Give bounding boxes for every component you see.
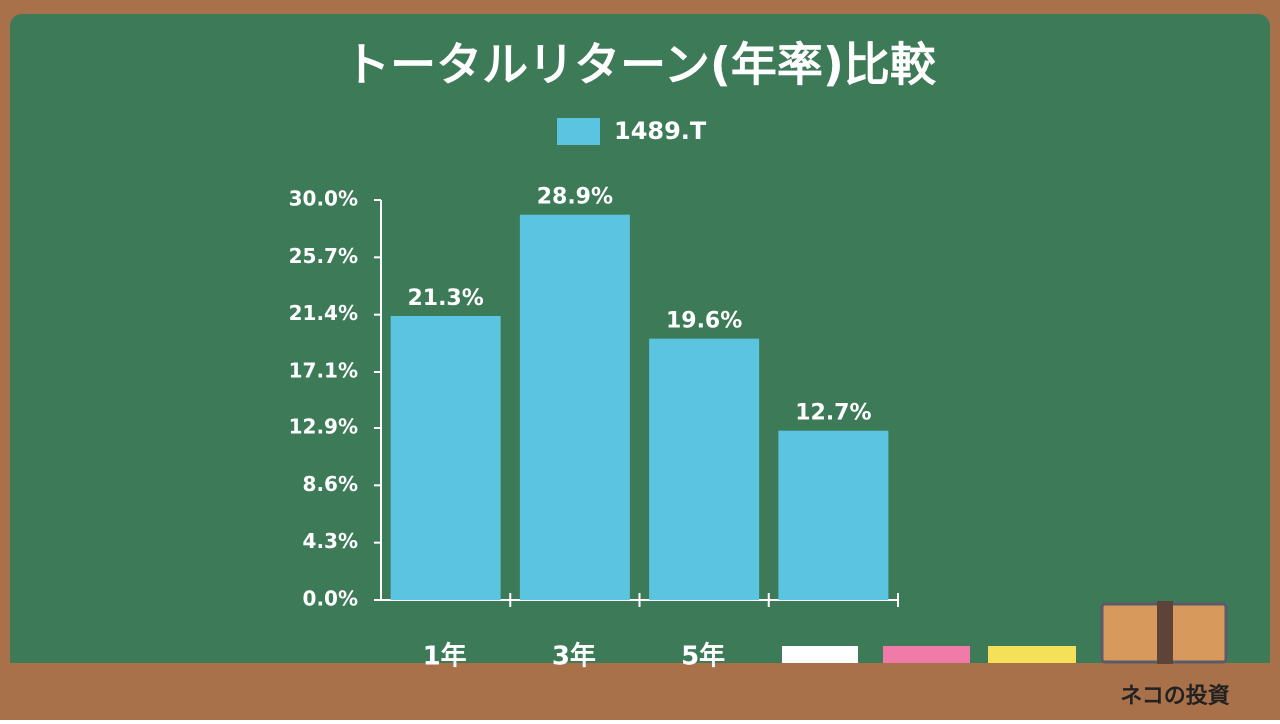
y-tick-label: 12.9% bbox=[289, 415, 358, 439]
y-tick-label: 0.0% bbox=[303, 587, 358, 611]
data-label: 19.6% bbox=[666, 309, 742, 334]
y-tick-label: 25.7% bbox=[289, 244, 358, 268]
eraser-band bbox=[1157, 601, 1173, 664]
data-label: 21.3% bbox=[407, 286, 483, 311]
chalk-yellow bbox=[988, 646, 1076, 663]
watermark: ネコの投資 bbox=[1120, 683, 1230, 709]
x-tick-label: 5年 bbox=[681, 641, 725, 672]
y-tick-label: 8.6% bbox=[303, 472, 358, 496]
y-tick-label: 30.0% bbox=[289, 187, 358, 211]
bar bbox=[649, 338, 760, 600]
y-tick-label: 4.3% bbox=[303, 529, 358, 553]
x-tick-label: 1年 bbox=[423, 641, 467, 672]
chart-title: トータルリターン(年率)比較 bbox=[344, 38, 937, 92]
y-tick-label: 21.4% bbox=[289, 301, 358, 325]
data-label: 12.7% bbox=[795, 401, 871, 426]
chalk-white bbox=[782, 646, 858, 663]
legend-label: 1489.T bbox=[614, 117, 707, 145]
board bbox=[10, 14, 1270, 694]
y-tick-label: 17.1% bbox=[289, 359, 358, 383]
bar bbox=[519, 214, 630, 600]
chalk-pink bbox=[883, 646, 970, 663]
bar bbox=[778, 430, 889, 600]
x-tick-label: 3年 bbox=[552, 641, 596, 672]
ledge bbox=[0, 663, 1280, 720]
legend-swatch bbox=[557, 118, 600, 145]
data-label: 28.9% bbox=[537, 185, 613, 210]
bar bbox=[390, 316, 501, 600]
